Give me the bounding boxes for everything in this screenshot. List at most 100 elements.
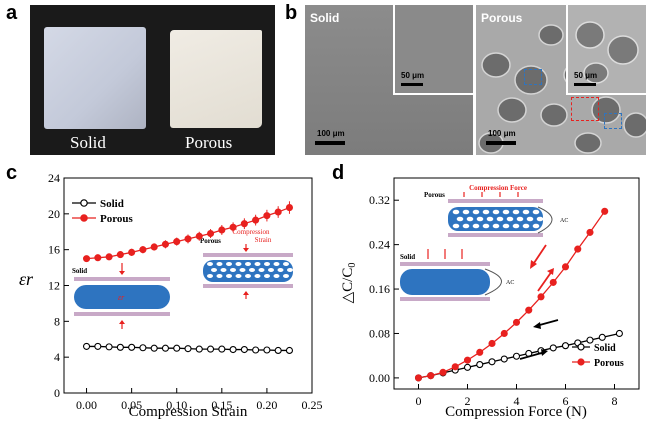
chart-c-y-tick-label: 20 — [48, 207, 60, 221]
chart-c-point-porous — [263, 212, 271, 220]
legend-solid: Solid — [100, 198, 124, 210]
chart-d-point-solid — [500, 355, 508, 363]
inset-scale-bar — [574, 83, 596, 86]
main-scale-label: 100 μm — [488, 129, 516, 138]
chart-d-y-tick-label: 0.08 — [369, 326, 390, 340]
chart-c-point-porous — [116, 251, 124, 259]
porous-sample-label: Porous — [185, 133, 233, 152]
pore — [226, 262, 232, 266]
legend-solid: Solid — [594, 343, 616, 354]
chart-c-point-solid — [94, 342, 102, 350]
pore — [502, 209, 510, 215]
pore — [235, 274, 242, 278]
chart-d-point-porous — [463, 356, 472, 364]
chart-d-x-tick-label: 0 — [416, 394, 422, 408]
pore — [226, 274, 232, 278]
chart-c-point-solid — [82, 342, 91, 350]
chart-d-y-tick-label: 0.32 — [369, 193, 390, 207]
sem-porous-image: Porous 50 μm 100 μm — [476, 5, 646, 155]
porous-bottom-plate — [203, 284, 293, 288]
pore — [512, 209, 520, 215]
legend-porous: Porous — [100, 213, 134, 225]
chart-c-point-porous — [161, 240, 170, 248]
chart-d-x-tick-label: 2 — [465, 394, 471, 408]
chart-c-schematic: Solid εr Porous Compression Strain — [72, 228, 293, 329]
chart-c-point-porous — [105, 253, 113, 261]
pore — [235, 262, 242, 266]
chart-d-xlabel: Compression Force (N) — [445, 404, 587, 420]
pore — [472, 209, 480, 215]
schematic-solid-label: Solid — [400, 253, 415, 261]
main-scale-label: 100 μm — [317, 129, 345, 138]
chart-c-point-solid — [274, 346, 282, 354]
pore — [532, 209, 540, 215]
porous-force-arrows — [463, 192, 519, 197]
chart-c-point-solid — [263, 346, 271, 354]
pore — [462, 209, 470, 215]
chart-c-y-tick-label: 8 — [54, 314, 60, 328]
solid-film — [74, 285, 170, 309]
pore — [472, 223, 480, 229]
chart-d-point-porous — [427, 372, 435, 380]
porous-ac-label: AC — [560, 218, 568, 224]
pore — [287, 268, 293, 272]
chart-c: 0.00 0.05 0.10 0.15 0.20 0.25 0 4 8 12 16 20 24 Soli… — [19, 171, 323, 420]
chart-c-legend: Solid Porous — [72, 198, 134, 225]
pore — [492, 209, 500, 215]
porous-film — [448, 207, 543, 231]
schematic-er-symbol: εr — [118, 293, 125, 302]
chart-c-point-porous — [128, 248, 136, 256]
chart-c-point-solid — [139, 344, 147, 352]
sem-solid-label: Solid — [310, 11, 340, 25]
chart-c-point-solid — [285, 346, 294, 354]
pore — [230, 268, 236, 272]
solid-sample — [44, 27, 146, 129]
chart-c-point-solid — [150, 344, 158, 352]
pore — [502, 223, 510, 229]
chart-d-point-porous — [601, 207, 609, 215]
pore — [245, 262, 251, 266]
chart-d-y-tick-label: 0.24 — [369, 238, 390, 252]
chart-d-point-porous — [537, 293, 545, 301]
chart-c-point-porous — [184, 235, 192, 243]
pore — [207, 262, 213, 266]
pore — [476, 216, 484, 222]
schematic-solid-label: Solid — [72, 267, 87, 275]
sample-photo: Solid Porous — [30, 5, 275, 155]
chart-c-point-porous — [139, 246, 147, 254]
pore — [216, 262, 223, 266]
chart-d-point-porous — [549, 278, 557, 286]
chart-c-point-porous — [206, 229, 215, 238]
pore — [273, 262, 280, 266]
inset-pore-texture — [575, 21, 639, 84]
main-scale-bar — [315, 141, 345, 145]
inset-scale-label: 50 μm — [401, 71, 425, 80]
schematic-compression-label: Compression Force — [469, 184, 527, 192]
porous-bottom-plate — [448, 233, 543, 237]
chart-c-y-tick-label: 16 — [48, 243, 60, 257]
pore — [264, 262, 270, 266]
chart-c-xlabel: Compression Strain — [129, 404, 248, 420]
chart-c-point-solid — [105, 343, 113, 351]
sem-solid-inset: 50 μm — [393, 5, 473, 95]
solid-ac-wire — [484, 268, 502, 296]
chart-c-point-solid — [195, 345, 203, 353]
chart-c-y-tick-label: 12 — [48, 279, 60, 293]
chart-c-point-porous — [218, 226, 226, 234]
pore — [536, 216, 544, 222]
pore — [452, 209, 460, 215]
legend-porous: Porous — [594, 358, 624, 369]
porous-top-plate — [203, 253, 293, 257]
chart-c-y-tick-label: 4 — [54, 350, 60, 364]
pore — [258, 268, 265, 272]
pore — [211, 268, 217, 272]
chart-d-point-solid — [561, 342, 570, 350]
pore — [526, 216, 534, 222]
chart-d-ylabel: △C/C0 — [340, 263, 358, 304]
chart-d-y-tick-label: 0.00 — [369, 371, 390, 385]
inset-scale-label: 50 μm — [574, 71, 598, 80]
chart-c-point-porous — [274, 208, 282, 216]
panel-letter-b: b — [285, 2, 298, 24]
zoom-region-red-box — [571, 97, 599, 121]
zoom-region-blue-box-2 — [604, 113, 622, 129]
